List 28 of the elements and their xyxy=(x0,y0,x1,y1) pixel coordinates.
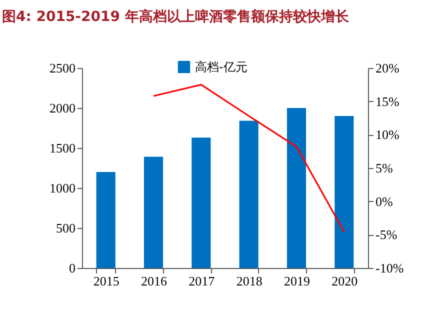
y2-tick-label: 20% xyxy=(376,60,400,76)
x-tick-label: 2019 xyxy=(284,274,310,288)
y2-tick-label: -5% xyxy=(376,227,398,242)
chart-title: 图4: 2015-2019 年高档以上啤酒零售额保持较快增长 xyxy=(2,8,350,25)
y-tick-label: 2500 xyxy=(50,60,76,76)
y-tick-label: 2000 xyxy=(50,100,76,116)
y2-tick-label: -10% xyxy=(376,260,404,276)
x-tick-label: 2020 xyxy=(332,274,358,288)
bar xyxy=(192,138,211,268)
y-tick-label: 1500 xyxy=(50,140,76,156)
y2-tick-label: 15% xyxy=(376,94,400,109)
bar xyxy=(334,116,354,268)
y2-tick-label: 0% xyxy=(376,194,393,209)
y-tick-label: 500 xyxy=(56,220,76,236)
bar xyxy=(239,120,258,268)
y-tick-label: 1000 xyxy=(50,180,76,196)
y-tick-label: 0 xyxy=(69,260,76,276)
x-tick-label: 2017 xyxy=(188,274,216,288)
line-series xyxy=(152,84,345,233)
x-tick-label: 2018 xyxy=(236,274,262,288)
x-tick-label: 2016 xyxy=(141,274,168,288)
y2-tick-label: 10% xyxy=(376,127,400,142)
x-tick-label: 2015 xyxy=(93,274,120,288)
bar xyxy=(286,108,306,268)
y2-tick-label: 5% xyxy=(376,160,393,176)
bar xyxy=(96,172,116,268)
legend-label: 高档-亿元 xyxy=(195,60,248,74)
bar xyxy=(144,156,164,268)
